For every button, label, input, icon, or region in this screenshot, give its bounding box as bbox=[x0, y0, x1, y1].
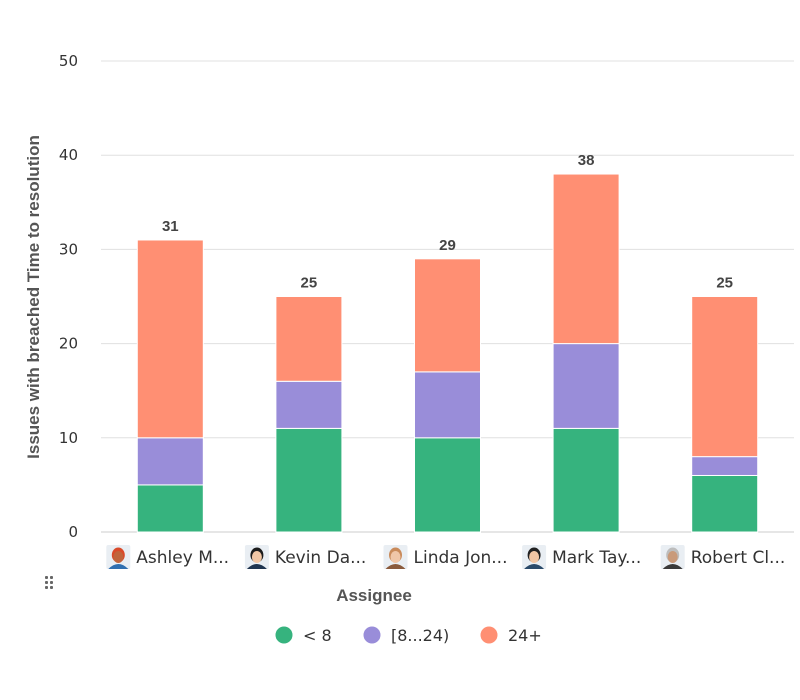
avatar-icon bbox=[106, 545, 131, 569]
avatar-icon bbox=[244, 545, 269, 569]
legend-label: 24+ bbox=[508, 626, 542, 645]
legend-item[interactable]: < 8 bbox=[274, 625, 332, 645]
avatar-icon bbox=[383, 545, 408, 569]
bar-segment[interactable] bbox=[552, 173, 620, 345]
drag-handle[interactable] bbox=[45, 576, 57, 592]
bar-total-label: 25 bbox=[301, 275, 318, 292]
avatar-icon bbox=[522, 545, 547, 569]
x-category-label[interactable]: Ashley M... bbox=[136, 548, 229, 568]
y-tick-label: 10 bbox=[59, 429, 78, 447]
bar-total-label: 31 bbox=[162, 218, 179, 235]
x-axis-categories: Ashley M... Kevin Da... Linda Jon... Mark T… bbox=[106, 545, 785, 569]
legend: < 8 [8...24) 24+ bbox=[274, 625, 542, 645]
y-tick-label: 50 bbox=[59, 52, 78, 70]
bars bbox=[136, 173, 759, 533]
y-tick-label: 30 bbox=[59, 240, 78, 258]
total-labels: 31 25 29 38 25 bbox=[162, 152, 733, 291]
bar-total-label: 38 bbox=[578, 152, 595, 169]
x-axis-title: Assignee bbox=[336, 586, 412, 605]
x-category-label[interactable]: Robert Cl... bbox=[691, 548, 786, 568]
bar-segment[interactable] bbox=[414, 258, 481, 373]
bar-segment[interactable] bbox=[275, 380, 343, 429]
bar-total-label: 29 bbox=[439, 237, 456, 254]
bar-segment[interactable] bbox=[275, 296, 343, 382]
legend-item[interactable]: [8...24) bbox=[362, 625, 449, 645]
y-tick-label: 0 bbox=[68, 523, 78, 541]
bar-segment[interactable] bbox=[691, 296, 759, 458]
bar-segment[interactable] bbox=[136, 484, 204, 533]
x-category-label[interactable]: Mark Tay... bbox=[552, 548, 641, 568]
x-category-label[interactable]: Kevin Da... bbox=[275, 548, 366, 568]
x-category-label[interactable]: Linda Jon... bbox=[414, 548, 508, 568]
legend-label: [8...24) bbox=[391, 626, 449, 645]
bar-segment[interactable] bbox=[552, 427, 620, 533]
legend-swatch bbox=[362, 625, 382, 645]
bar-segment[interactable] bbox=[136, 239, 204, 439]
legend-swatch bbox=[274, 625, 294, 645]
y-tick-label: 40 bbox=[59, 146, 78, 164]
y-axis-ticks: 0 10 20 30 40 50 bbox=[59, 52, 78, 541]
bar-segment[interactable] bbox=[136, 437, 204, 486]
bar-segment[interactable] bbox=[691, 474, 759, 533]
bar-segment[interactable] bbox=[275, 427, 343, 533]
legend-item[interactable]: 24+ bbox=[479, 625, 542, 645]
y-axis-title: Issues with breached Time to resolution bbox=[24, 135, 43, 459]
bar-segment[interactable] bbox=[414, 437, 481, 533]
legend-swatch bbox=[479, 625, 499, 645]
y-tick-label: 20 bbox=[59, 335, 78, 353]
legend-label: < 8 bbox=[303, 626, 332, 645]
bar-total-label: 25 bbox=[716, 275, 733, 292]
bar-segment[interactable] bbox=[552, 343, 620, 429]
bar-segment[interactable] bbox=[691, 456, 759, 476]
bar-segment[interactable] bbox=[414, 371, 481, 439]
avatar-icon bbox=[660, 545, 685, 569]
